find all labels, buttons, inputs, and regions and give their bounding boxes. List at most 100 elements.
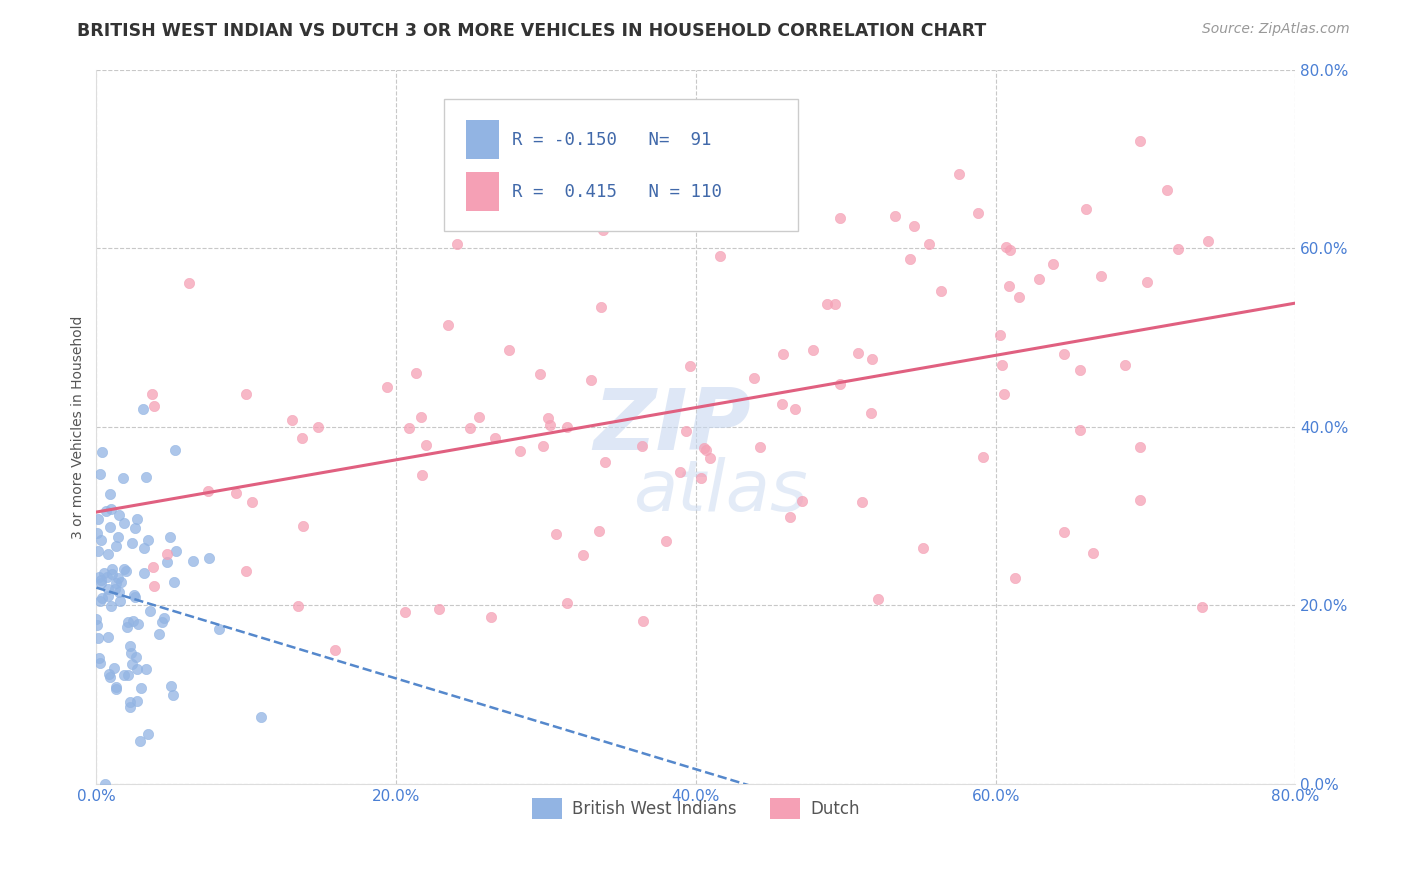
Bar: [465, 172, 499, 211]
Point: [112, 668, 135, 682]
Point: [100, 501, 122, 516]
Point: [898, 252, 921, 266]
Point: [87, 570, 110, 584]
Point: [97, 547, 120, 561]
Point: [437, 318, 460, 332]
Point: [131, 402, 153, 417]
Point: [531, 440, 554, 454]
Point: [1053, 346, 1076, 360]
Point: [87, 512, 110, 526]
Point: [100, 669, 122, 683]
Point: [1076, 202, 1098, 216]
Point: [409, 409, 432, 424]
Point: [509, 444, 531, 458]
Text: BRITISH WEST INDIAN VS DUTCH 3 OR MORE VEHICLES IN HOUSEHOLD CORRELATION CHART: BRITISH WEST INDIAN VS DUTCH 3 OR MORE V…: [77, 22, 987, 40]
Point: [689, 471, 711, 485]
Point: [108, 584, 131, 599]
Text: ZIP: ZIP: [593, 385, 751, 468]
Point: [592, 223, 614, 237]
Point: [693, 442, 716, 456]
Point: [104, 582, 127, 596]
Point: [122, 615, 145, 629]
Legend: British West Indians, Dutch: British West Indians, Dutch: [526, 792, 866, 825]
Point: [111, 471, 134, 485]
Point: [291, 519, 314, 533]
Point: [181, 554, 204, 568]
Point: [591, 300, 613, 314]
Point: [695, 442, 717, 457]
Point: [1167, 242, 1189, 256]
Point: [411, 468, 433, 483]
Point: [1004, 571, 1026, 585]
Point: [790, 493, 813, 508]
Point: [1129, 135, 1152, 149]
Point: [405, 366, 427, 380]
Point: [87, 544, 110, 558]
Point: [208, 623, 231, 637]
FancyBboxPatch shape: [444, 99, 797, 231]
Point: [1156, 183, 1178, 197]
Point: [118, 700, 141, 714]
Point: [156, 555, 179, 569]
Point: [479, 610, 502, 624]
Point: [139, 604, 162, 618]
Point: [828, 211, 851, 226]
Point: [655, 534, 678, 549]
Point: [993, 387, 1015, 401]
Point: [125, 662, 148, 676]
Point: [851, 495, 873, 509]
Point: [948, 167, 970, 181]
Point: [555, 596, 578, 610]
Point: [165, 442, 187, 457]
Point: [1197, 234, 1219, 248]
Point: [498, 343, 520, 358]
Point: [1042, 257, 1064, 271]
Point: [1129, 493, 1152, 508]
Point: [89, 656, 111, 670]
Point: [427, 602, 450, 616]
Point: [1007, 290, 1029, 304]
Point: [394, 605, 416, 619]
Point: [846, 346, 869, 360]
Point: [121, 657, 143, 672]
Point: [132, 541, 155, 555]
Point: [911, 541, 934, 555]
Point: [124, 591, 146, 605]
Point: [120, 646, 142, 660]
Point: [97, 582, 120, 596]
Point: [884, 210, 907, 224]
Point: [156, 547, 179, 561]
Point: [127, 617, 149, 632]
Point: [929, 284, 952, 298]
Point: [136, 533, 159, 547]
Point: [1053, 525, 1076, 540]
Point: [398, 420, 420, 434]
Point: [1090, 268, 1112, 283]
Point: [415, 438, 437, 452]
Point: [235, 387, 257, 401]
Point: [572, 548, 595, 562]
Point: [988, 328, 1011, 343]
Point: [105, 682, 128, 697]
Point: [153, 611, 176, 625]
Point: [177, 277, 200, 291]
Point: [225, 486, 247, 500]
Point: [97, 630, 120, 644]
Point: [801, 343, 824, 358]
Point: [142, 400, 165, 414]
Point: [112, 562, 135, 576]
Point: [748, 440, 770, 454]
Point: [86, 612, 108, 626]
Point: [699, 451, 721, 466]
Point: [108, 594, 131, 608]
Point: [100, 520, 122, 534]
Point: [998, 279, 1021, 293]
Text: atlas: atlas: [633, 457, 807, 525]
Point: [131, 681, 153, 695]
Point: [132, 566, 155, 581]
Point: [779, 510, 801, 524]
Point: [87, 650, 110, 665]
Point: [468, 409, 491, 424]
Point: [87, 632, 110, 646]
Point: [103, 660, 125, 674]
